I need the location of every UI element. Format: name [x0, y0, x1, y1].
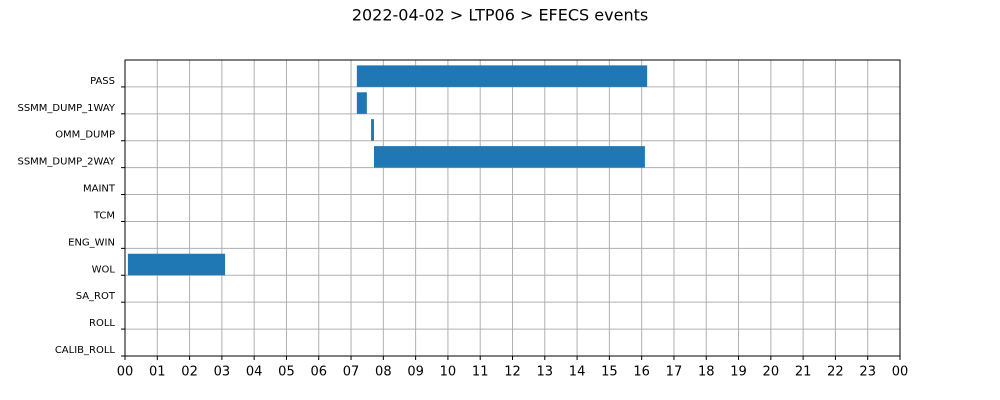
x-tick-label: 09: [407, 365, 424, 380]
x-tick-label: 19: [730, 365, 747, 380]
bar: [373, 146, 645, 168]
x-tick-label: 04: [246, 365, 263, 380]
y-tick-label: OMM_DUMP: [55, 130, 115, 141]
x-tick-label: 20: [763, 365, 780, 380]
x-tick-label: 11: [472, 365, 489, 380]
bar: [356, 92, 367, 114]
plot-frame: [124, 59, 901, 357]
x-tick-label: 08: [375, 365, 392, 380]
bar: [356, 65, 648, 87]
x-tick-label: 22: [827, 365, 844, 380]
x-tick-label: 18: [698, 365, 715, 380]
bar: [127, 253, 226, 276]
y-tick-label: SSMM_DUMP_2WAY: [17, 157, 115, 168]
chart-title: 2022-04-02 > LTP06 > EFECS events: [352, 6, 648, 25]
x-tick-label: 15: [601, 365, 618, 380]
x-tick-label: 23: [859, 365, 876, 380]
x-tick-label: 05: [278, 365, 295, 380]
x-tick-label: 12: [504, 365, 521, 380]
x-tick-label: 06: [310, 365, 327, 380]
x-tick-label: 10: [440, 365, 457, 380]
y-tick-label: SA_ROT: [76, 291, 116, 302]
x-tick-label: 17: [666, 365, 683, 380]
x-tick-label: 21: [795, 365, 812, 380]
y-tick-label: CALIB_ROLL: [55, 345, 116, 356]
x-tick-label: 03: [214, 365, 231, 380]
x-tick-label: 01: [149, 365, 166, 380]
y-tick-label: ROLL: [89, 318, 115, 329]
y-tick-label: SSMM_DUMP_1WAY: [17, 103, 115, 114]
x-tick-label: 02: [181, 365, 198, 380]
x-tick-label: 00: [117, 365, 134, 380]
y-tick-label: PASS: [90, 76, 115, 87]
y-tick-label: ENG_WIN: [68, 237, 115, 248]
bar: [371, 119, 374, 141]
x-tick-label: 14: [569, 365, 586, 380]
x-tick-label: 07: [343, 365, 360, 380]
y-tick-label: TCM: [93, 210, 115, 221]
x-tick-label: 00: [892, 365, 909, 380]
y-tick-label: MAINT: [83, 184, 116, 195]
x-tick-label: 13: [537, 365, 554, 380]
y-tick-label: WOL: [92, 264, 116, 275]
x-tick-label: 16: [633, 365, 650, 380]
